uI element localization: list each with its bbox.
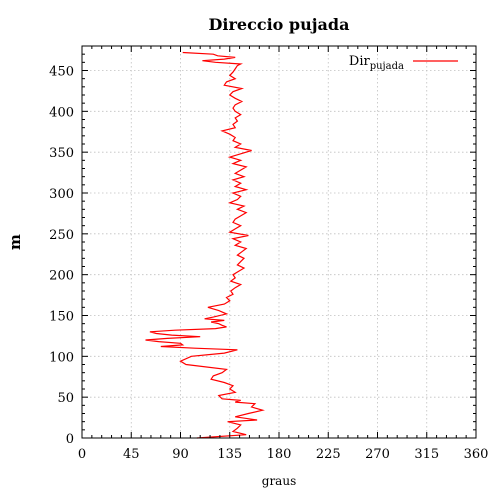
- x-tick-label: 360: [464, 447, 489, 462]
- y-tick-label: 350: [49, 146, 74, 161]
- legend: Dirpujada: [349, 54, 458, 72]
- legend-label: Dirpujada: [349, 54, 404, 72]
- x-tick-label: 270: [365, 447, 390, 462]
- x-axis-label: graus: [262, 474, 296, 488]
- x-tick-label: 315: [414, 447, 439, 462]
- y-tick-label: 150: [49, 310, 74, 325]
- y-tick-label: 400: [49, 105, 74, 120]
- axis-ticks: [81, 46, 477, 439]
- x-tick-label: 135: [217, 447, 242, 462]
- chart-title: Direccio pujada: [209, 15, 350, 34]
- y-tick-label: 50: [57, 391, 74, 406]
- series-line-dir-pujada: [145, 51, 265, 439]
- y-tick-label: 250: [49, 228, 74, 243]
- y-tick-label: 200: [49, 269, 74, 284]
- x-tick-label: 45: [123, 447, 140, 462]
- legend-label-main: Dir: [349, 54, 371, 69]
- y-tick-label: 0: [66, 432, 74, 447]
- y-tick-label: 450: [49, 65, 74, 80]
- y-tick-labels: 0 50 100 150 200 250 300 350 400 450: [49, 65, 74, 448]
- legend-label-sub: pujada: [370, 61, 404, 72]
- y-axis-label: m: [6, 234, 24, 250]
- grid: [82, 46, 476, 438]
- series-layer: [145, 51, 265, 439]
- x-tick-label: 180: [267, 447, 292, 462]
- y-tick-label: 100: [49, 350, 74, 365]
- x-tick-label: 0: [78, 447, 86, 462]
- x-tick-label: 225: [316, 447, 341, 462]
- x-tick-label: 90: [172, 447, 189, 462]
- y-tick-label: 300: [49, 187, 74, 202]
- x-tick-labels: 0 45 90 135 180 225 270 315 360: [78, 447, 489, 462]
